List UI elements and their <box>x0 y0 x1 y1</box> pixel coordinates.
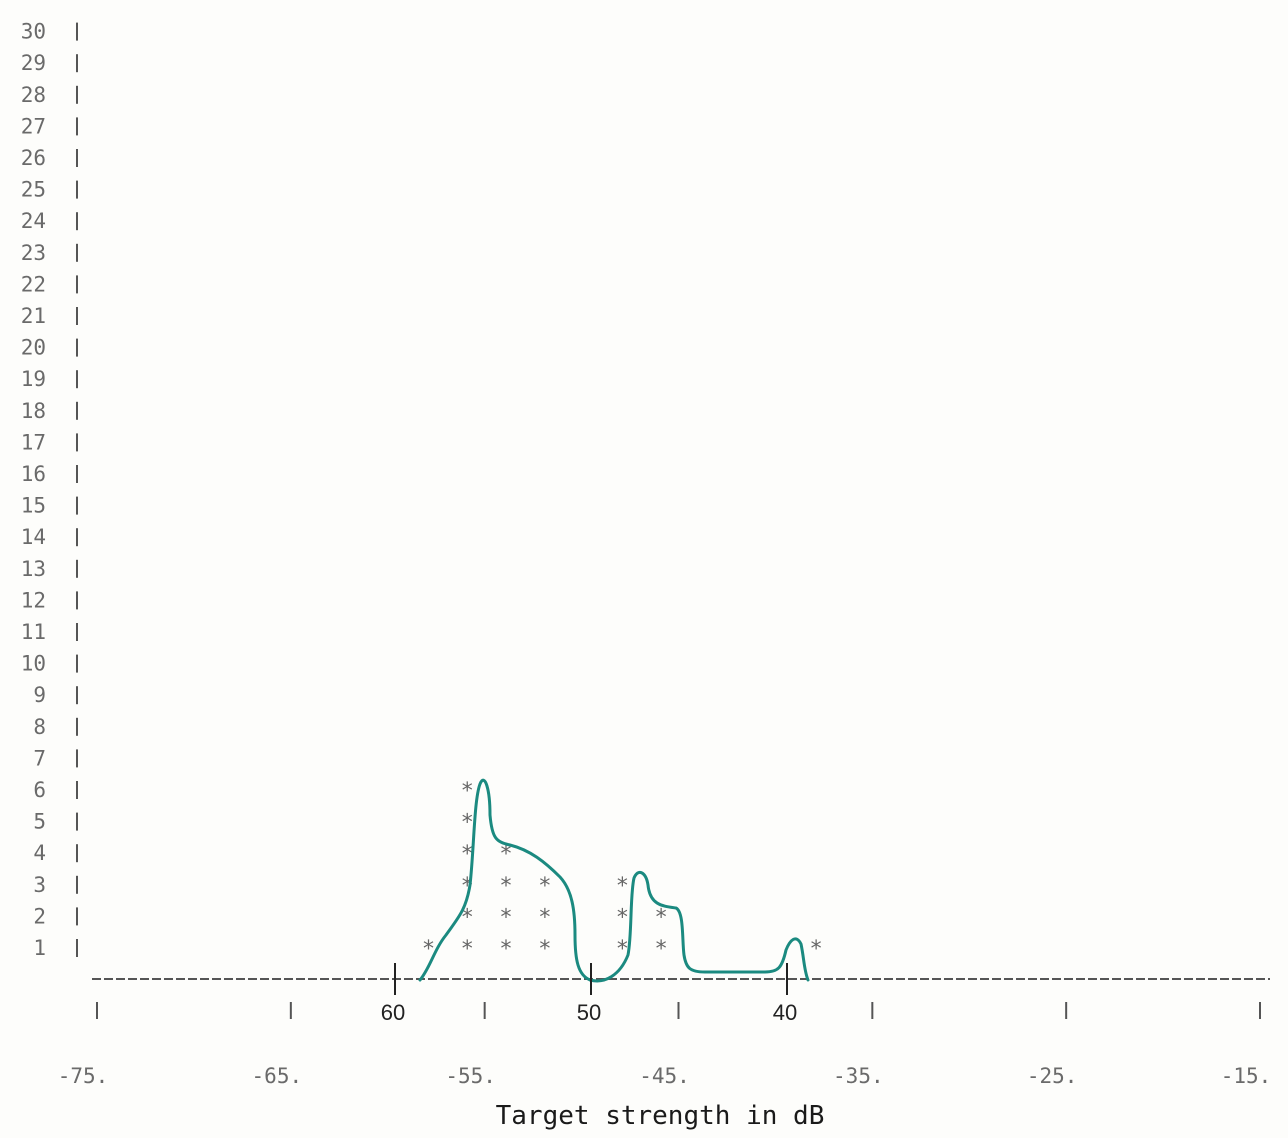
x-tick-label: -15. <box>1221 1064 1272 1088</box>
data-marker: * <box>616 874 629 899</box>
y-tick-label: 16 <box>21 462 46 486</box>
y-tick-label: 17 <box>21 430 46 454</box>
data-marker: * <box>616 937 629 962</box>
data-marker: * <box>461 779 474 804</box>
y-tick-label: 23 <box>21 241 46 265</box>
data-marker: * <box>422 937 435 962</box>
hand-tick-label: 50 <box>577 1000 601 1025</box>
y-tick-label: 28 <box>21 83 46 107</box>
outline-curve <box>418 778 810 983</box>
x-axis-title: Target strength in dB <box>496 1101 825 1131</box>
data-marker: * <box>461 937 474 962</box>
y-tick-label: 5 <box>33 810 46 834</box>
y-tick-label: 13 <box>21 557 46 581</box>
x-tick-label: -75. <box>58 1064 109 1088</box>
data-marker: * <box>654 905 667 930</box>
data-marker: * <box>499 937 512 962</box>
data-marker: * <box>499 842 512 867</box>
y-tick-label: 20 <box>21 336 46 360</box>
x-tick-label: -25. <box>1027 1064 1078 1088</box>
y-tick-label: 9 <box>33 683 46 707</box>
data-marker: * <box>461 811 474 836</box>
data-marker: * <box>810 937 823 962</box>
x-tick-label: -55. <box>445 1064 496 1088</box>
data-marker: * <box>538 905 551 930</box>
y-tick-label: 30 <box>21 20 46 44</box>
data-marker: * <box>499 905 512 930</box>
y-tick-label: 22 <box>21 272 46 296</box>
data-marker: * <box>499 874 512 899</box>
y-tick-label: 8 <box>33 715 46 739</box>
y-tick-label: 15 <box>21 494 46 518</box>
data-marker: * <box>654 937 667 962</box>
x-tick-label: -65. <box>252 1064 303 1088</box>
x-tick-label: -45. <box>639 1064 690 1088</box>
y-tick-label: 25 <box>21 178 46 202</box>
y-tick-label: 14 <box>21 525 46 549</box>
y-tick-label: 21 <box>21 304 46 328</box>
y-tick-label: 12 <box>21 588 46 612</box>
y-tick-label: 7 <box>33 746 46 770</box>
y-tick-label: 4 <box>33 841 46 865</box>
y-tick-label: 6 <box>33 778 46 802</box>
y-tick-label: 26 <box>21 146 46 170</box>
y-tick-label: 29 <box>21 51 46 75</box>
x-axis-ticks: -75. -65. -55. -45. -35. -25. -15. <box>58 1002 1272 1088</box>
x-tick-label: -35. <box>833 1064 884 1088</box>
y-tick-label: 1 <box>33 936 46 960</box>
y-tick-label: 18 <box>21 399 46 423</box>
y-tick-label: 3 <box>33 873 46 897</box>
y-tick-label: 11 <box>21 620 46 644</box>
hand-drawn-labels: 60 50 40 <box>381 963 797 1025</box>
y-tick-label: 19 <box>21 367 46 391</box>
y-tick-label: 24 <box>21 209 46 233</box>
y-tick-label: 10 <box>21 652 46 676</box>
data-marker: * <box>538 874 551 899</box>
data-markers: * ******************* <box>422 779 823 962</box>
data-marker: * <box>538 937 551 962</box>
y-axis: 1234567891011121314151617181920212223242… <box>21 20 78 960</box>
y-tick-label: 2 <box>33 904 46 928</box>
y-tick-label: 27 <box>21 114 46 138</box>
data-marker: * <box>461 905 474 930</box>
hand-tick-label: 40 <box>773 1000 797 1025</box>
hand-drawn-outline <box>418 778 810 983</box>
data-marker: * <box>616 905 629 930</box>
hand-tick-label: 60 <box>381 1000 405 1025</box>
